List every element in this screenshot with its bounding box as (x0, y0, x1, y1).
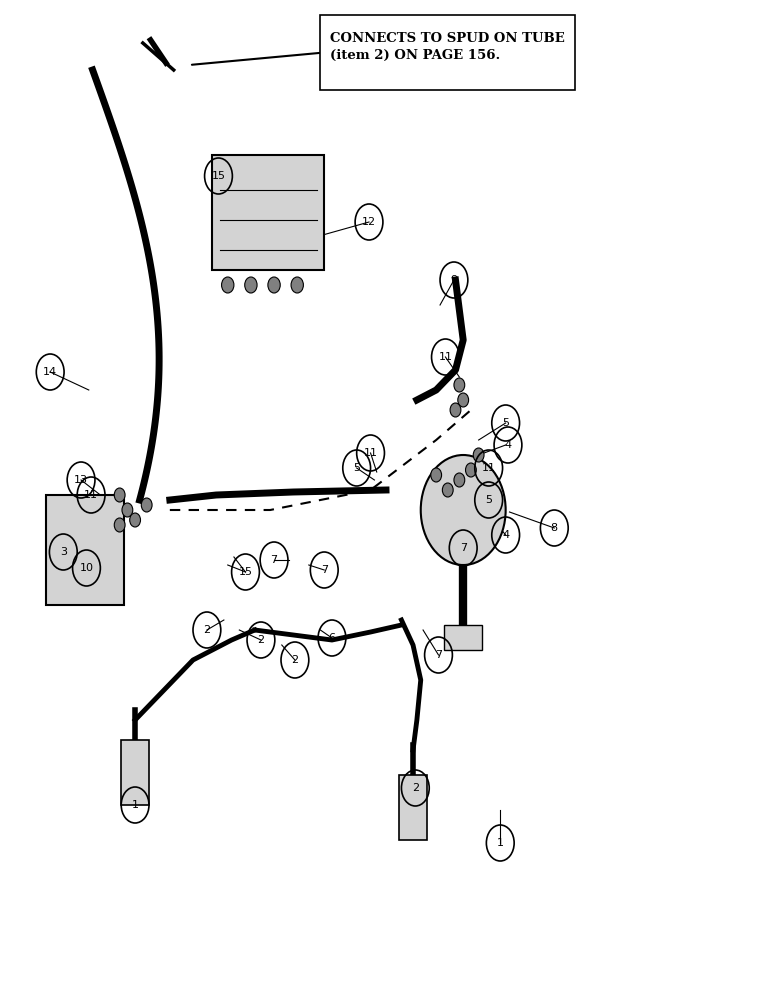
Circle shape (245, 277, 257, 293)
Circle shape (450, 403, 461, 417)
Text: 15: 15 (239, 567, 252, 577)
Text: 5: 5 (485, 495, 493, 505)
Text: CONNECTS TO SPUD ON TUBE
(item 2) ON PAGE 156.: CONNECTS TO SPUD ON TUBE (item 2) ON PAG… (330, 32, 565, 62)
Text: 7: 7 (435, 650, 442, 660)
FancyBboxPatch shape (320, 15, 575, 90)
Text: 11: 11 (84, 490, 98, 500)
Text: 9: 9 (450, 275, 458, 285)
Circle shape (421, 455, 506, 565)
Text: 10: 10 (80, 563, 93, 573)
Circle shape (431, 468, 442, 482)
Circle shape (268, 277, 280, 293)
Circle shape (222, 277, 234, 293)
Text: 11: 11 (482, 463, 496, 473)
Bar (399, 775, 427, 840)
Circle shape (454, 378, 465, 392)
Text: 8: 8 (550, 523, 558, 533)
Text: 1: 1 (131, 800, 139, 810)
Text: 12: 12 (362, 217, 376, 227)
Text: 2: 2 (291, 655, 299, 665)
Circle shape (114, 488, 125, 502)
Circle shape (130, 513, 141, 527)
Text: 5: 5 (502, 418, 510, 428)
Bar (444, 625, 482, 650)
Circle shape (458, 393, 469, 407)
Text: 4: 4 (504, 440, 512, 450)
Circle shape (442, 483, 453, 497)
Circle shape (114, 518, 125, 532)
Text: 11: 11 (438, 352, 452, 362)
Text: 2: 2 (257, 635, 265, 645)
Text: 5: 5 (353, 463, 361, 473)
Text: 7: 7 (459, 543, 467, 553)
Text: 3: 3 (59, 547, 67, 557)
Circle shape (466, 463, 476, 477)
Text: 7: 7 (270, 555, 278, 565)
Text: 13: 13 (74, 475, 88, 485)
Bar (46, 495, 124, 605)
Circle shape (473, 448, 484, 462)
Circle shape (454, 473, 465, 487)
Text: 1: 1 (496, 838, 504, 848)
Text: 7: 7 (320, 565, 328, 575)
Text: 2: 2 (411, 783, 419, 793)
Text: 2: 2 (203, 625, 211, 635)
Text: 11: 11 (364, 448, 378, 458)
Circle shape (291, 277, 303, 293)
Bar (121, 740, 149, 805)
Circle shape (141, 498, 152, 512)
Text: 15: 15 (212, 171, 225, 181)
Text: 14: 14 (43, 367, 57, 377)
Text: 6: 6 (328, 633, 336, 643)
Text: 4: 4 (502, 530, 510, 540)
Circle shape (122, 503, 133, 517)
Bar (212, 155, 324, 270)
